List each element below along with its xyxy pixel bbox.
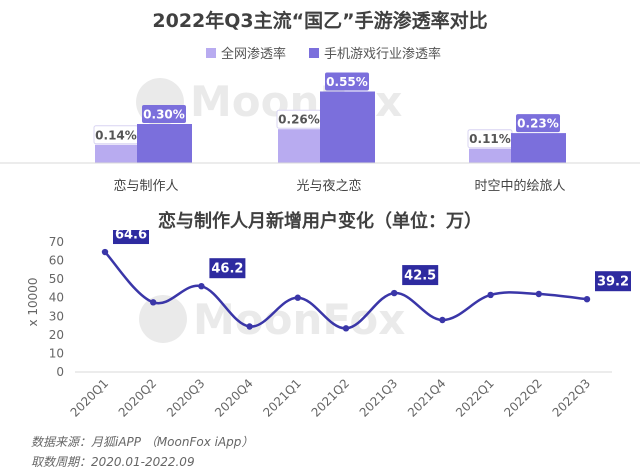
x-tick-label-6: 2021Q3 bbox=[357, 376, 401, 420]
bar-data-label-mobile-0: 0.30% bbox=[143, 108, 185, 122]
callout-box-0 bbox=[113, 230, 149, 245]
x-tick-label-2: 2020Q3 bbox=[164, 376, 208, 420]
y-tick-label-4: 40 bbox=[49, 291, 64, 305]
watermark-logo-2: MoonFox bbox=[139, 295, 405, 344]
legend-swatch-overall bbox=[206, 47, 216, 58]
category-label-2: 时空中的绘旅人 bbox=[474, 178, 565, 194]
callout-label-1: 46.2 bbox=[211, 262, 243, 277]
bar-data-label-mobile-2: 0.23% bbox=[517, 117, 559, 131]
callout-box-3 bbox=[595, 271, 631, 292]
data-point-10 bbox=[583, 296, 591, 303]
legend-item-overall: 全网渗透率 bbox=[206, 43, 286, 62]
legend-label-mobile: 手机游戏行业渗透率 bbox=[324, 47, 442, 62]
data-point-5 bbox=[342, 325, 350, 332]
legend-label-overall: 全网渗透率 bbox=[221, 47, 287, 62]
bar-data-label-overall-0: 0.14% bbox=[95, 128, 137, 142]
data-point-8 bbox=[487, 291, 494, 299]
bar-data-label-overall-2: 0.11% bbox=[469, 132, 511, 146]
data-period: 取数周期：2020.01-2022.09 bbox=[31, 455, 195, 469]
x-tick-label-3: 2020Q4 bbox=[212, 376, 256, 420]
legend-swatch-mobile bbox=[309, 47, 319, 58]
x-tick-label-7: 2021Q4 bbox=[405, 376, 449, 420]
bar-overall-1 bbox=[278, 129, 320, 163]
callout-label-3: 39.2 bbox=[597, 275, 629, 290]
bar-chart-title: 2022年Q3主流“国乙”手游渗透率对比 bbox=[152, 10, 488, 32]
data-point-9 bbox=[535, 290, 542, 298]
category-label-0: 恋与制作人 bbox=[113, 178, 178, 194]
x-tick-label-1: 2020Q2 bbox=[116, 376, 160, 420]
data-point-3 bbox=[246, 323, 253, 330]
x-tick-label-0: 2020Q1 bbox=[68, 376, 112, 420]
category-label-1: 光与夜之恋 bbox=[296, 178, 361, 194]
y-tick-label-5: 50 bbox=[49, 272, 64, 286]
bar-label-box-mobile-0 bbox=[142, 105, 186, 123]
line-chart: MoonFox x 10000 0 10 20 30 40 50 60 70 64.6 46.2 4… bbox=[26, 230, 631, 420]
legend-item-mobile: 手机游戏行业渗透率 bbox=[309, 43, 441, 62]
bar-mobile-0 bbox=[137, 124, 192, 163]
bar-overall-0 bbox=[95, 144, 137, 163]
data-source: 数据来源：月狐iAPP （MoonFox iApp） bbox=[31, 435, 254, 449]
y-tick-label-2: 20 bbox=[49, 328, 64, 342]
callout-box-1 bbox=[209, 258, 246, 279]
y-tick-label-6: 60 bbox=[49, 254, 64, 268]
y-tick-label-1: 10 bbox=[49, 346, 64, 360]
y-tick-label-7: 70 bbox=[49, 235, 64, 249]
bar-data-label-mobile-1: 0.55% bbox=[326, 75, 368, 89]
x-tick-label-9: 2022Q2 bbox=[501, 376, 545, 420]
y-axis-label: x 10000 bbox=[26, 277, 40, 326]
bar-data-label-overall-1: 0.26% bbox=[278, 113, 320, 127]
y-tick-label-3: 30 bbox=[49, 309, 64, 323]
bar-mobile-1 bbox=[320, 91, 375, 163]
callout-label-0: 64.6 bbox=[115, 230, 147, 243]
data-point-7 bbox=[439, 316, 446, 324]
bar-mobile-2 bbox=[511, 133, 566, 163]
data-point-0 bbox=[101, 248, 109, 256]
data-point-6 bbox=[391, 289, 398, 297]
watermark-text-2: MoonFox bbox=[193, 295, 405, 344]
data-point-4 bbox=[294, 294, 301, 301]
bar-overall-2 bbox=[469, 148, 511, 163]
y-tick-label-0: 0 bbox=[56, 365, 64, 379]
x-tick-label-5: 2021Q2 bbox=[309, 376, 353, 420]
x-tick-label-4: 2021Q1 bbox=[260, 376, 304, 420]
callout-label-2: 42.5 bbox=[404, 269, 436, 284]
callout-box-2 bbox=[402, 265, 439, 286]
x-tick-label-8: 2022Q1 bbox=[453, 376, 497, 420]
data-point-2 bbox=[198, 283, 205, 290]
bar-label-box-mobile-2 bbox=[516, 114, 560, 133]
x-tick-label-10: 2022Q3 bbox=[550, 376, 594, 420]
line-chart-title: 恋与制作人月新增用户变化（单位：万） bbox=[158, 211, 482, 232]
data-point-1 bbox=[150, 299, 157, 306]
bar-chart: MoonFox 0.14%0.30%恋与制作人0.26%0.55%光与夜之恋0.… bbox=[0, 72, 640, 194]
bar-label-box-mobile-1 bbox=[325, 72, 369, 91]
